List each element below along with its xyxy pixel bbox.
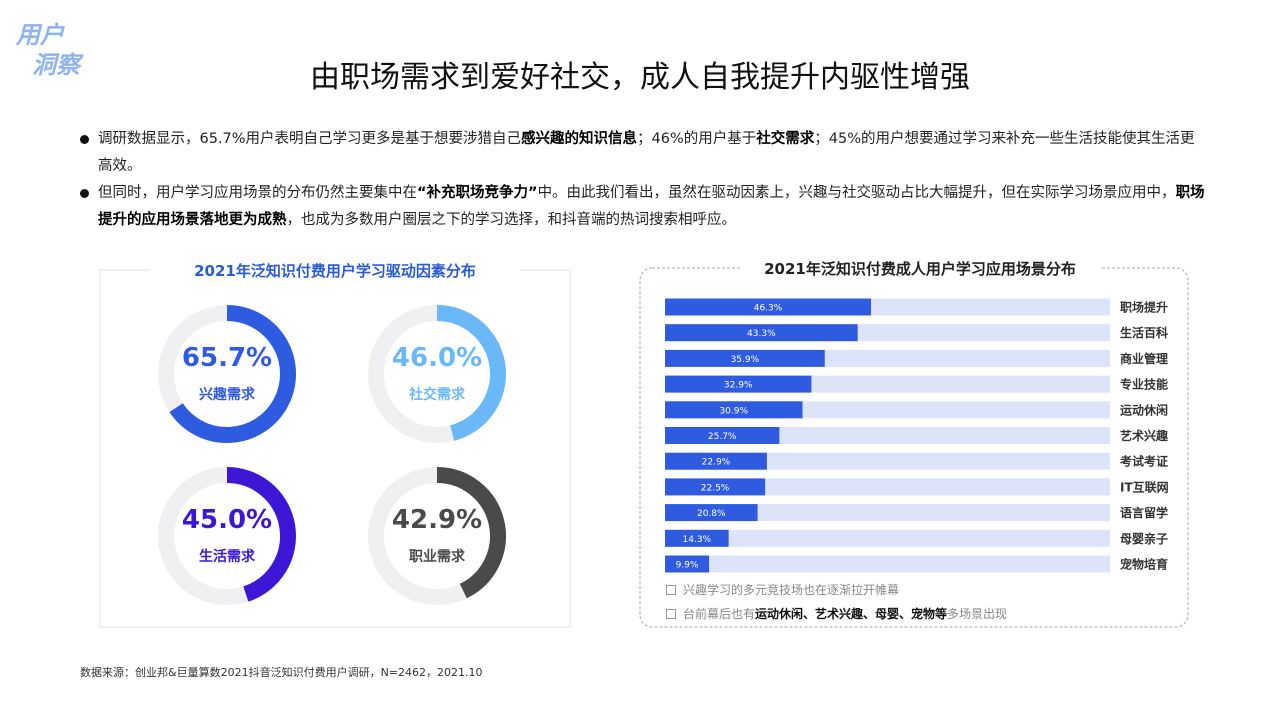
page-title: 由职场需求到爱好社交，成人自我提升内驱性增强 (310, 60, 970, 95)
category-label: 艺术兴趣 (1120, 428, 1169, 443)
bar (665, 555, 710, 573)
donut-label: 社交需求 (408, 386, 466, 403)
bar-value-label: 14.3% (683, 535, 712, 545)
donut-arc (436, 467, 506, 599)
donut-value: 45.0% (182, 505, 272, 535)
bar (665, 529, 729, 547)
bar (665, 349, 825, 367)
text-segment: ；45%的用户想要通过学习来补充一些生活技能使其生活更高效。 (98, 131, 1195, 174)
bar-value-label: 22.5% (701, 483, 730, 493)
tag: 用户 洞察 (16, 20, 80, 80)
notes: 兴趣学习的多元竞技场也在逐渐拉开帷幕 台前幕后也有运动休闲、艺术兴趣、母婴、宠物等… (666, 578, 1007, 626)
title-backing (740, 256, 1100, 282)
bar-value-label: 43.3% (747, 329, 776, 339)
text-segment: 职场提升的应用场景落地更为成熟 (98, 185, 1205, 228)
text-segment: 感兴趣的知识信息 (521, 131, 638, 147)
bullet: 但同时，用户学习应用场景的分布仍然主要集中在“补充职场竞争力”中。由此我们看出，… (80, 180, 1205, 234)
tag-line: 洞察 (32, 51, 80, 79)
donut-arc (436, 305, 506, 441)
donut-label: 生活需求 (199, 548, 256, 565)
category-label: 商业管理 (1120, 351, 1168, 366)
note: 台前幕后也有运动休闲、艺术兴趣、母婴、宠物等多场景出现 (666, 602, 1007, 626)
bar (665, 298, 872, 316)
bar (665, 452, 767, 470)
title-backing (150, 258, 520, 284)
bullet-list: 调研数据显示，65.7%用户表明自己学习更多是基于想要涉猎自己感兴趣的知识信息；… (80, 126, 1205, 234)
donut-label: 职业需求 (409, 548, 466, 565)
bar (665, 478, 766, 496)
bar-value-label: 46.3% (754, 304, 783, 314)
text-segment: ；46%的用户基于 (637, 131, 757, 147)
tag-line: 用户 (16, 21, 64, 49)
text-segment: 兴趣学习的多元竞技场也在逐渐拉开帷幕 (683, 583, 900, 597)
bar-value-label: 30.9% (719, 406, 748, 416)
category-label: 职场提升 (1120, 300, 1168, 315)
bullet: 调研数据显示，65.7%用户表明自己学习更多是基于想要涉猎自己感兴趣的知识信息；… (80, 126, 1205, 180)
chart-title: 2021年泛知识付费用户学习驱动因素分布 (194, 262, 476, 280)
text-segment: 运动休闲、艺术兴趣、母婴、宠物等 (755, 607, 948, 621)
bar-track (665, 529, 1110, 547)
donut-arc (169, 305, 296, 443)
text-segment: ，也成为多数用户圈层之下的学习选择，和抖音端的热词搜索相呼应。 (286, 212, 737, 228)
category-label: 生活百科 (1120, 325, 1168, 340)
category-label: 语言留学 (1120, 505, 1168, 520)
bar-track (665, 555, 1110, 573)
bar-track (665, 478, 1110, 496)
donut-arc (226, 467, 296, 602)
text-segment: 但同时，用户学习应用场景的分布仍然主要集中在 (98, 185, 417, 201)
bar-value-label: 32.9% (724, 381, 753, 391)
donut-value: 46.0% (392, 343, 482, 373)
donut-label: 兴趣需求 (199, 386, 256, 403)
text-segment: 调研数据显示，65.7%用户表明自己学习更多是基于想要涉猎自己 (98, 131, 522, 147)
bar-value-label: 20.8% (697, 509, 726, 519)
bar-track (665, 504, 1110, 522)
panel-frame (639, 267, 1189, 628)
text-segment: 中。由此我们看出，虽然在驱动因素上，兴趣与社交驱动占比大幅提升，但在实际学习场景… (537, 185, 1176, 201)
text-segment: 台前幕后也有 (683, 607, 756, 621)
text-segment: “补充职场竞争力” (417, 185, 538, 201)
bar-value-label: 22.9% (702, 458, 731, 468)
text-segment: 多场景出现 (947, 607, 1008, 621)
category-label: 宠物培育 (1120, 557, 1168, 572)
note: 兴趣学习的多元竞技场也在逐渐拉开帷幕 (666, 578, 1007, 602)
category-label: 考试考证 (1120, 454, 1168, 469)
bar (665, 324, 858, 342)
bar-value-label: 35.9% (731, 355, 760, 365)
category-label: IT互联网 (1120, 480, 1169, 494)
chart-title: 2021年泛知识付费成人用户学习应用场景分布 (764, 260, 1076, 278)
bar-value-label: 9.9% (676, 561, 699, 571)
bar (665, 375, 812, 393)
bar (665, 504, 758, 522)
text-segment: 社交需求 (756, 131, 815, 147)
donut-value: 42.9% (392, 505, 482, 535)
source: 数据来源：创业邦&巨量算数2021抖音泛知识付费用户调研，N=2462，2021… (80, 666, 483, 679)
category-label: 运动休闲 (1120, 402, 1168, 417)
bar (665, 427, 780, 444)
bar-track (665, 452, 1110, 470)
bar (665, 401, 803, 419)
donut-value: 65.7% (182, 343, 272, 373)
bar-value-label: 25.7% (708, 432, 737, 442)
category-label: 母婴亲子 (1120, 531, 1168, 546)
category-label: 专业技能 (1120, 377, 1168, 392)
